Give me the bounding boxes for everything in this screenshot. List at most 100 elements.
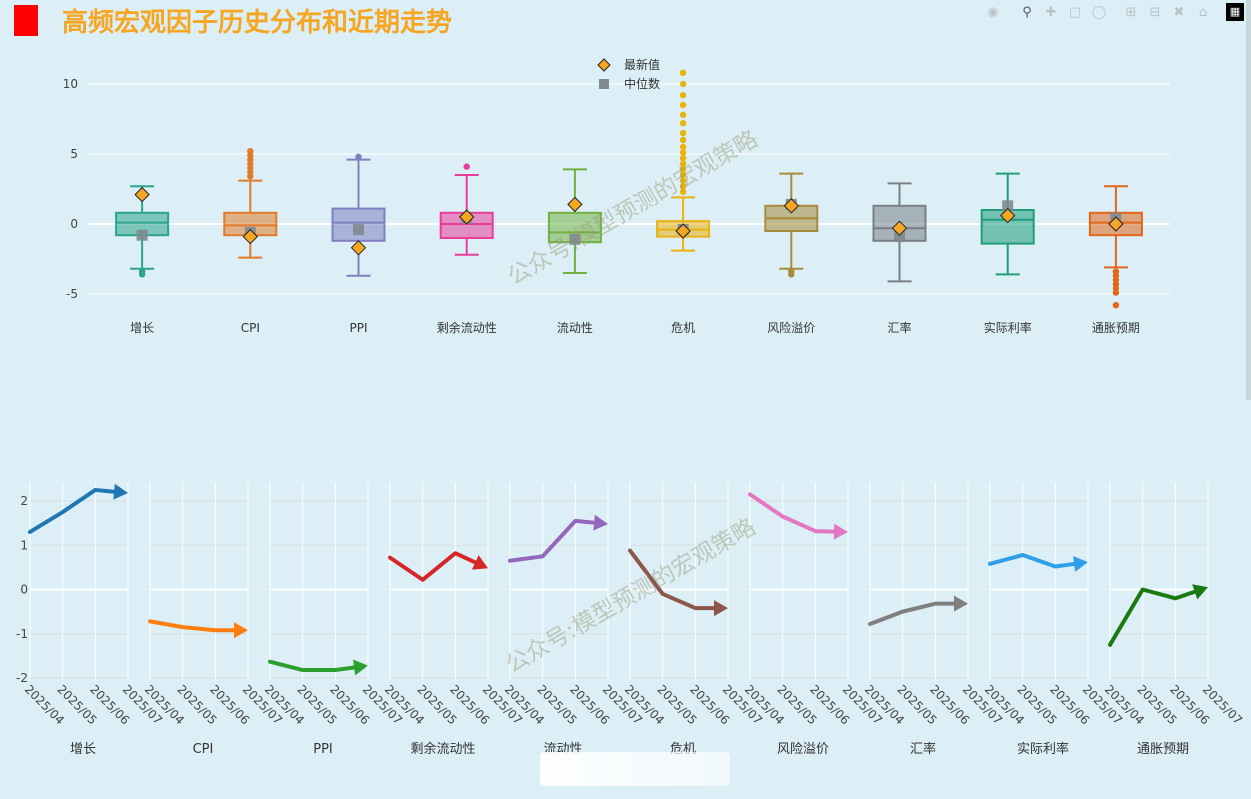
series-line	[508, 518, 597, 563]
series-arrowhead	[234, 622, 248, 639]
line-y-tick-label: -2	[16, 671, 28, 685]
box-category-label: PPI	[349, 321, 367, 335]
latest-marker	[999, 207, 1016, 224]
series-arrowhead	[833, 523, 848, 540]
series-arrowhead	[471, 555, 488, 570]
box-outlier-point	[679, 171, 687, 179]
box-category-label: 汇率	[887, 320, 911, 335]
box-select-icon[interactable]: □	[1068, 5, 1082, 20]
pan-icon[interactable]: ✚	[1045, 5, 1057, 20]
latest-marker	[567, 196, 583, 213]
panel-title: PPI	[313, 742, 333, 757]
series-line	[388, 551, 478, 582]
panel-title: 增长	[70, 742, 96, 757]
box-y-tick-label: 0	[70, 217, 78, 231]
box-outlier-point	[1112, 302, 1120, 309]
series-line	[148, 619, 236, 633]
median-marker	[353, 224, 364, 236]
page-title: 高频宏观因子历史分布和近期走势	[62, 8, 453, 38]
vertical-scrollbar[interactable]	[1246, 0, 1251, 400]
line-y-tick-label: 2	[20, 494, 28, 508]
series-line	[748, 492, 837, 534]
series-arrowhead	[1073, 556, 1088, 572]
box-outlier-point	[679, 166, 687, 173]
median-marker	[1002, 200, 1014, 212]
lasso-icon[interactable]: ◯	[1091, 5, 1107, 20]
legend-median-marker	[599, 79, 609, 89]
plotly-logo-icon[interactable]: ▦	[1226, 3, 1244, 21]
box-outlier-point	[679, 69, 687, 77]
panel-title: 剩余流动性	[410, 741, 475, 757]
box-category-label: 流动性	[557, 321, 593, 335]
series-line	[988, 552, 1077, 569]
box-category-label: 实际利率	[984, 320, 1032, 335]
line-y-tick-label: 1	[20, 538, 28, 552]
latest-marker	[783, 198, 800, 214]
box-outlier-point	[679, 143, 687, 151]
box-outlier-point	[679, 160, 687, 167]
latest-marker	[242, 228, 259, 245]
panel-title: 通胀预期	[1137, 742, 1189, 757]
box-outlier-point	[247, 148, 254, 155]
series-line	[868, 601, 956, 627]
zoom-in-icon[interactable]: ⊞	[1125, 5, 1137, 20]
zoom-out-icon[interactable]: ⊟	[1149, 5, 1161, 20]
title-accent-bar	[14, 5, 38, 36]
legend-latest-label: 最新值	[624, 57, 660, 72]
box-outlier-point	[679, 92, 687, 99]
box-y-tick-label: 10	[63, 77, 78, 91]
latest-marker	[134, 186, 150, 203]
home-icon[interactable]: ⌂	[1198, 5, 1208, 20]
legend-median-label: 中位数	[624, 76, 660, 91]
panel-title: 风险溢价	[777, 742, 829, 757]
panel-title: 实际利率	[1017, 741, 1069, 757]
line-y-tick-label: -1	[16, 627, 28, 641]
box-outlier-point	[463, 163, 470, 170]
latest-marker	[891, 220, 908, 236]
box-outlier-point	[679, 111, 687, 119]
series-arrowhead	[593, 514, 608, 531]
median-marker	[136, 229, 148, 241]
box-outlier-point	[679, 80, 687, 88]
box-y-tick-label: 5	[70, 147, 78, 161]
box-category-label: CPI	[241, 321, 260, 335]
zoom-icon[interactable]: ⚲	[1022, 5, 1032, 20]
legend-latest-marker	[597, 58, 611, 72]
box-outlier-point	[679, 155, 687, 162]
latest-marker	[675, 223, 691, 239]
series-arrowhead	[113, 483, 128, 500]
series-line	[268, 659, 357, 673]
box-category-label: 通胀预期	[1092, 321, 1140, 335]
box-outlier-point	[679, 188, 687, 195]
latest-marker	[350, 240, 367, 256]
box-category-label: 风险溢价	[767, 320, 815, 335]
box-category-label: 增长	[130, 321, 154, 335]
overlay-blur	[540, 752, 730, 786]
series-line	[628, 548, 716, 611]
box-outlier-point	[679, 149, 687, 156]
box-y-tick-label: -5	[66, 287, 78, 301]
box-outlier-point	[138, 271, 146, 278]
box-category-label: 危机	[671, 321, 695, 335]
median-marker	[894, 231, 905, 243]
box-outlier-point	[679, 120, 687, 127]
latest-marker	[1108, 216, 1124, 232]
box-outlier-point	[1112, 289, 1120, 296]
line-y-tick-label: 0	[20, 583, 28, 597]
series-arrowhead	[714, 600, 728, 617]
box-outlier-point	[679, 183, 687, 190]
latest-marker	[458, 209, 475, 225]
box-outlier-point	[679, 129, 687, 137]
series-line	[1108, 587, 1197, 647]
series-arrowhead	[1192, 584, 1208, 600]
series-line	[28, 487, 117, 534]
autoscale-icon[interactable]: ✖	[1173, 5, 1185, 20]
series-arrowhead	[353, 659, 368, 676]
box-outlier-point	[679, 136, 687, 144]
camera-icon[interactable]: ◉	[987, 5, 999, 20]
box-outlier-point	[679, 177, 687, 184]
box-outlier-point	[788, 271, 795, 278]
box-outlier-point	[679, 101, 687, 109]
box-outlier-point	[355, 153, 362, 160]
